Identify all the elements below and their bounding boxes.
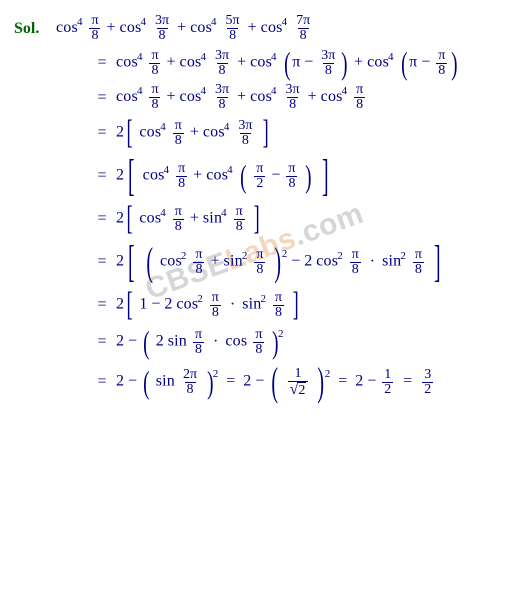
line-9: = 2 − ( sin 2π8 )2 = 2 − ( 1 √2 )2 = 2 −… (14, 362, 520, 402)
expr: 2 − ( sin 2π8 )2 = 2 − ( 1 √2 )2 = 2 − 1… (116, 362, 435, 402)
line-5: = 2[ cos4 π8 + sin4 π8 ] (14, 202, 520, 236)
line-1: = cos4 π8 + cos4 3π8 + cos4 (π − 3π8) + … (14, 47, 520, 79)
expr: 2[ cos4 π8 + cos4 3π8 ] (116, 116, 272, 150)
expr: 2[ ( cos2 π8 + sin2 π8 )2 − 2 cos2 π8 · … (116, 240, 445, 284)
line-4: = 2[ cos4 π8 + cos4 ( π2 − π8 ) ] (14, 154, 520, 198)
solution-label: Sol. (14, 21, 56, 37)
cos: cos (56, 19, 78, 36)
expr: 2[ 1 − 2 cos2 π8 · sin2 π8 ] (116, 288, 301, 322)
expr: cos4 π8 + cos4 3π8 + cos4 5π8 + cos4 7π8 (56, 14, 314, 43)
expr: 2[ cos4 π8 + sin4 π8 ] (116, 202, 262, 236)
line-8: = 2 − ( 2 sin π8 · cos π8 )2 (14, 326, 520, 358)
line-3: = 2[ cos4 π8 + cos4 3π8 ] (14, 116, 520, 150)
expr: 2[ cos4 π8 + cos4 ( π2 − π8 ) ] (116, 154, 333, 198)
line-0: Sol. cos4 π8 + cos4 3π8 + cos4 5π8 + cos… (14, 14, 520, 43)
result-three-halves: 32 (422, 368, 433, 397)
expr: cos4 π8 + cos4 3π8 + cos4 (π − 3π8) + co… (116, 47, 460, 79)
pow4: 4 (77, 16, 83, 28)
line-7: = 2[ 1 − 2 cos2 π8 · sin2 π8 ] (14, 288, 520, 322)
equals: = (92, 55, 116, 71)
line-6: = 2[ ( cos2 π8 + sin2 π8 )2 − 2 cos2 π8 … (14, 240, 520, 284)
expr: cos4 π8 + cos4 3π8 + cos4 3π8 + cos4 π8 (116, 83, 367, 112)
one-over-root2: 1 √2 (288, 367, 309, 398)
pi-over-8: π8 (89, 14, 100, 43)
expr: 2 − ( 2 sin π8 · cos π8 )2 (116, 326, 284, 358)
solution-page: Sol. cos4 π8 + cos4 3π8 + cos4 5π8 + cos… (0, 0, 530, 416)
line-2: = cos4 π8 + cos4 3π8 + cos4 3π8 + cos4 π… (14, 83, 520, 112)
